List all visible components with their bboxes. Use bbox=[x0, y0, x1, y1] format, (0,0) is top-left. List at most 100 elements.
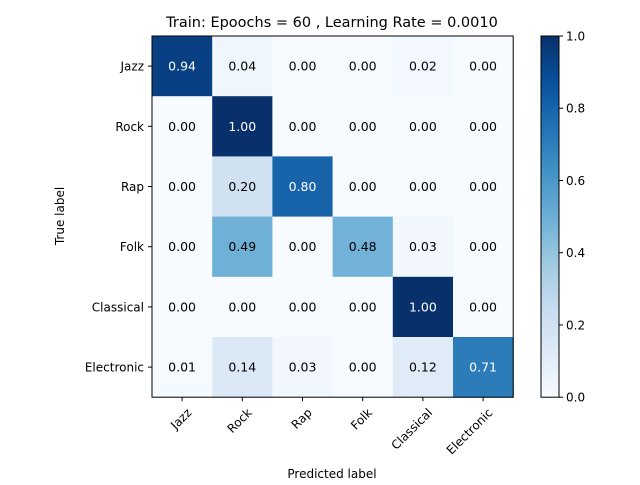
heatmap-cell-rap-classical bbox=[392, 156, 454, 218]
cell-value-label: 0.00 bbox=[289, 59, 317, 74]
heatmap-cell-classical-rap bbox=[272, 276, 334, 338]
x-axis-ticks: Jazz Rock Rap Folk Classical Electronic bbox=[167, 397, 495, 457]
heatmap-cell-classical-jazz bbox=[152, 276, 213, 338]
cell-value-label: 0.00 bbox=[349, 179, 377, 194]
heatmap-cell-rap-rap bbox=[272, 156, 334, 218]
heatmap-cell-rap-folk bbox=[332, 156, 394, 218]
colorbar-tick-label: 0.4 bbox=[566, 246, 585, 260]
heatmap-cell-classical-folk bbox=[332, 276, 394, 338]
colorbar-tick-label: 0.8 bbox=[566, 102, 585, 116]
y-tick-label-jazz: Jazz bbox=[120, 60, 145, 74]
cell-value-label: 0.00 bbox=[349, 299, 377, 314]
colorbar-tick-label: 0.2 bbox=[566, 318, 585, 332]
heatmap-cell-classical-rock bbox=[212, 276, 273, 338]
heatmap-cell-rap-rock bbox=[212, 156, 273, 218]
cell-value-label: 0.48 bbox=[349, 239, 377, 254]
x-tick-label-rap: Rap bbox=[289, 406, 315, 432]
heatmap-cell-rap-jazz bbox=[152, 156, 213, 218]
cell-value-label: 0.00 bbox=[228, 299, 256, 314]
cell-value-label: 0.00 bbox=[168, 239, 196, 254]
y-tick-label-classical: Classical bbox=[92, 300, 144, 314]
cell-value-label: 0.00 bbox=[469, 239, 497, 254]
cell-value-label: 0.00 bbox=[469, 119, 497, 134]
heatmap-cell-jazz-folk bbox=[332, 36, 394, 97]
heatmap-cell-folk-classical bbox=[392, 216, 454, 278]
heatmap-cell-jazz-rock bbox=[212, 36, 273, 97]
cell-value-label: 0.00 bbox=[469, 59, 497, 74]
y-axis-ticks: Jazz Rock Rap Folk Classical Electronic bbox=[85, 60, 152, 375]
heatmap-cell-folk-rap bbox=[272, 216, 334, 278]
cell-value-label: 0.14 bbox=[228, 360, 256, 375]
y-tick-label-electronic: Electronic bbox=[85, 361, 144, 375]
heatmap-cells bbox=[152, 36, 514, 398]
cell-value-label: 0.00 bbox=[349, 119, 377, 134]
cell-value-label: 0.04 bbox=[228, 59, 256, 74]
heatmap-cell-electronic-rap bbox=[272, 337, 334, 398]
cell-value-label: 0.49 bbox=[228, 239, 256, 254]
cell-value-label: 0.00 bbox=[349, 360, 377, 375]
y-tick-label-rock: Rock bbox=[115, 120, 144, 134]
y-axis-label: True label bbox=[53, 187, 67, 246]
heatmap-cell-classical-electronic bbox=[453, 276, 514, 338]
colorbar bbox=[540, 35, 560, 398]
cell-value-label: 0.71 bbox=[469, 360, 497, 375]
cell-value-label: 1.00 bbox=[409, 299, 437, 314]
colorbar-tick-label: 1.0 bbox=[566, 30, 585, 44]
cell-value-label: 0.00 bbox=[349, 59, 377, 74]
x-axis-label: Predicted label bbox=[287, 467, 376, 480]
heatmap-cell-rock-folk bbox=[332, 96, 394, 157]
cell-value-label: 0.00 bbox=[289, 239, 317, 254]
x-tick-label-jazz: Jazz bbox=[167, 406, 194, 433]
plot-frame bbox=[151, 35, 514, 398]
cell-value-label: 0.00 bbox=[469, 299, 497, 314]
cell-value-label: 0.20 bbox=[228, 179, 256, 194]
x-tick-label-rock: Rock bbox=[224, 406, 254, 436]
cell-value-label: 0.00 bbox=[289, 119, 317, 134]
colorbar-ticks: 0.0 0.2 0.4 0.6 0.8 1.0 bbox=[559, 30, 585, 405]
cell-value-label: 1.00 bbox=[228, 119, 256, 134]
heatmap-cell-folk-folk bbox=[332, 216, 394, 278]
y-tick-label-folk: Folk bbox=[120, 240, 144, 254]
y-tick-label-rap: Rap bbox=[121, 180, 144, 194]
heatmap-cell-folk-rock bbox=[212, 216, 273, 278]
heatmap-cell-rock-rock bbox=[212, 96, 273, 157]
x-tick-label-electronic: Electronic bbox=[444, 406, 496, 458]
heatmap-cell-folk-electronic bbox=[453, 216, 514, 278]
cell-value-label: 0.02 bbox=[409, 59, 437, 74]
cell-value-labels: 0.94 0.04 0.00 0.00 0.02 0.00 0.00 1.00 0.00 0.00… bbox=[168, 59, 497, 375]
cell-value-label: 0.12 bbox=[409, 360, 437, 375]
heatmap-cell-rock-electronic bbox=[453, 96, 514, 157]
cell-value-label: 0.94 bbox=[168, 59, 196, 74]
heatmap-cell-jazz-classical bbox=[392, 36, 454, 97]
cell-value-label: 0.03 bbox=[409, 239, 437, 254]
cell-value-label: 0.00 bbox=[409, 179, 437, 194]
colorbar-tick-label: 0.0 bbox=[566, 391, 585, 405]
cell-value-label: 0.00 bbox=[469, 179, 497, 194]
heatmap-cell-electronic-rock bbox=[212, 337, 273, 398]
cell-value-label: 0.00 bbox=[409, 119, 437, 134]
heatmap-cell-jazz-electronic bbox=[453, 36, 514, 97]
heatmap-cell-electronic-electronic bbox=[453, 337, 514, 398]
x-tick-label-folk: Folk bbox=[348, 406, 375, 433]
x-tick-label-classical: Classical bbox=[388, 406, 435, 453]
heatmap-cell-jazz-jazz bbox=[152, 36, 213, 97]
cell-value-label: 0.00 bbox=[168, 179, 196, 194]
heatmap-cell-rock-classical bbox=[392, 96, 454, 157]
heatmap-cell-folk-jazz bbox=[152, 216, 213, 278]
cell-value-label: 0.00 bbox=[168, 299, 196, 314]
cell-value-label: 0.00 bbox=[289, 299, 317, 314]
cell-value-label: 0.00 bbox=[168, 119, 196, 134]
cell-value-label: 0.01 bbox=[168, 360, 196, 375]
heatmap-cell-electronic-folk bbox=[332, 337, 394, 398]
heatmap-cell-rock-rap bbox=[272, 96, 334, 157]
heatmap-cell-rap-electronic bbox=[453, 156, 514, 218]
chart-title: Train: Epoochs = 60 , Learning Rate = 0.… bbox=[165, 15, 498, 31]
cell-value-label: 0.80 bbox=[289, 179, 317, 194]
cell-value-label: 0.03 bbox=[289, 360, 317, 375]
heatmap-cell-electronic-classical bbox=[392, 337, 454, 398]
colorbar-tick-label: 0.6 bbox=[566, 174, 585, 188]
heatmap-cell-jazz-rap bbox=[272, 36, 334, 97]
heatmap-cell-electronic-jazz bbox=[152, 337, 213, 398]
